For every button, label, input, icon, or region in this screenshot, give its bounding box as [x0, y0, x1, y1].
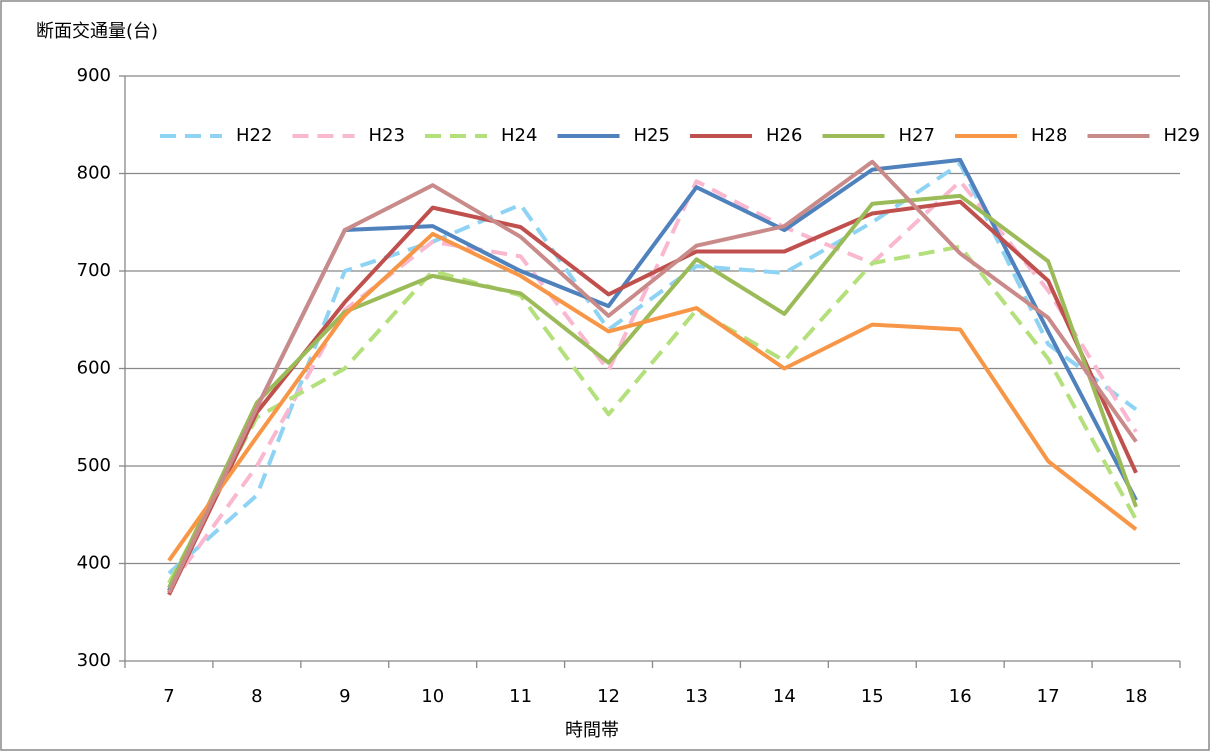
y-tick-label: 500	[77, 455, 111, 476]
x-tick-label: 7	[163, 686, 174, 707]
y-tick-label: 700	[77, 260, 111, 281]
x-tick-label: 10	[421, 686, 444, 707]
x-tick-label: 8	[251, 686, 262, 707]
x-tick-label: 12	[597, 686, 620, 707]
legend-label: H24	[501, 125, 537, 146]
series-line	[167, 199, 1138, 596]
series-line	[167, 161, 1138, 575]
x-axis-label: 時間帯	[565, 720, 619, 741]
y-tick-label: 400	[77, 553, 111, 574]
legend-label: H23	[369, 125, 405, 146]
y-tick-label: 900	[77, 65, 111, 86]
legend-label: H22	[236, 125, 272, 146]
x-tick-label: 18	[1125, 686, 1148, 707]
legend-label: H25	[634, 125, 670, 146]
x-tick-label: 16	[949, 686, 972, 707]
x-tick-label: 9	[339, 686, 350, 707]
x-tick-label: 13	[685, 686, 708, 707]
legend-label: H27	[899, 125, 935, 146]
x-tick-label: 17	[1037, 686, 1060, 707]
series-line	[167, 179, 1138, 590]
legend-label: H28	[1031, 125, 1067, 146]
x-tick-label: 14	[773, 686, 796, 707]
legend-label: H26	[766, 125, 802, 146]
y-axis-label: 断面交通量(台)	[36, 21, 158, 42]
x-tick-label: 15	[861, 686, 884, 707]
y-tick-label: 800	[77, 163, 111, 184]
legend-label: H29	[1164, 125, 1200, 146]
y-tick-label: 300	[77, 650, 111, 671]
series-line	[167, 159, 1138, 594]
y-tick-label: 600	[77, 358, 111, 379]
x-tick-label: 11	[509, 686, 532, 707]
series-line	[167, 231, 1138, 562]
series-line	[167, 193, 1138, 589]
